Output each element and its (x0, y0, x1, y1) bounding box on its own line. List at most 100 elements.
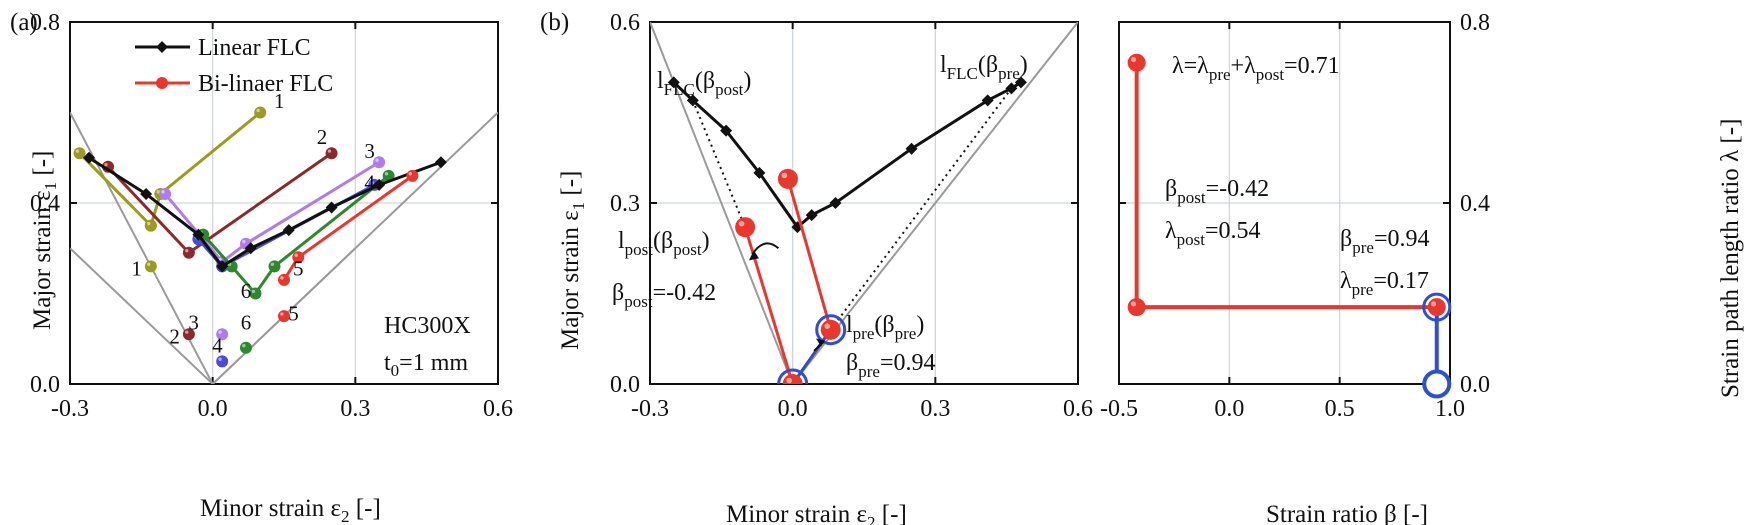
strain-point-b-highlight (786, 377, 792, 384)
point-label: 2 (317, 125, 328, 149)
axes-a-xtick-label: -0.3 (51, 396, 89, 422)
strain-path-0-point (254, 106, 267, 119)
panel-label-b: (b) (540, 9, 569, 36)
strain-path-5-pre-highlight (242, 344, 246, 348)
axes-c-ytick-label: 0.0 (1460, 372, 1490, 398)
series-linear-point (216, 260, 229, 273)
flc-line-b (672, 81, 1022, 230)
strain-path-3-pre-highlight (218, 330, 222, 334)
xlabel-a: Minor strain ε2 [-] (200, 495, 381, 525)
ann-lambda-total: λ=λpre+λpost=0.71 (1172, 53, 1340, 84)
flc-point-b (805, 209, 818, 222)
legend-marker-linear (156, 41, 168, 53)
strain-path-b-upper (786, 178, 833, 331)
strain-path-5-point (249, 287, 262, 300)
series-bilinear-path-point (406, 169, 419, 182)
strain-path-2-point (325, 147, 338, 160)
ann-beta-post: βpost=-0.42 (612, 280, 716, 311)
point-label: 6 (241, 311, 252, 335)
point-label: 3 (364, 139, 375, 163)
post-point (1127, 298, 1146, 317)
ann-lflc-post: lFLC(βpost) (657, 68, 751, 99)
strain-point-b-highlight (781, 172, 788, 179)
series-linear-point (282, 224, 295, 237)
post-point-highlight (1130, 57, 1137, 63)
strain-path-1-point (144, 219, 157, 232)
flc-point-b (753, 166, 766, 179)
series-linear-point (325, 201, 338, 214)
axes-a-ytick-label: 0.0 (30, 372, 60, 398)
axes-b-xtick-label: 0.6 (1063, 396, 1093, 422)
flc-point-b (905, 142, 918, 155)
axes-c-xtick-label: 0.0 (1214, 396, 1244, 422)
ann-lambda-post-c: λpost=0.54 (1165, 218, 1261, 249)
xlabel-b: Minor strain ε2 [-] (726, 501, 907, 525)
legend: Linear FLC Bi-linaer FLC (135, 35, 333, 97)
series-linear-point (434, 156, 447, 169)
point-label: 3 (188, 311, 199, 335)
reference-line-a-0 (70, 111, 498, 384)
strain-point-b (782, 374, 803, 384)
arrow-small-head (816, 338, 826, 347)
axes-c-xtick-label: -0.5 (1100, 396, 1138, 422)
strain-path-0-pre-highlight (147, 262, 151, 266)
strain-path-5-point-highlight (251, 289, 256, 294)
point-label: 5 (288, 302, 299, 326)
series-linear-point (373, 178, 386, 191)
series-bilinear-path-point-highlight (408, 172, 412, 176)
post-point (1427, 298, 1446, 317)
arrow-head (748, 250, 759, 261)
strain-path-3-point-highlight (161, 190, 165, 194)
strain-path-0-point-highlight (156, 190, 160, 194)
strain-point-b-highlight (738, 220, 745, 227)
material-label: HC300X (384, 313, 471, 339)
axes-a-xtick-label: 0.3 (340, 396, 370, 422)
xlabel-c: Strain ratio β [-] (1266, 501, 1428, 525)
strain-point-b (820, 319, 841, 340)
point-label: 6 (241, 279, 252, 303)
flc-point-b (720, 124, 733, 137)
axes-c-xtick-label: 0.5 (1325, 396, 1355, 422)
point-label: 1 (274, 89, 285, 113)
axes-b-ytick-label: 0.6 (610, 10, 640, 36)
axes-a-ytick-label: 0.4 (30, 191, 60, 217)
series-linear-point (244, 242, 257, 255)
flc-point-b (686, 94, 699, 107)
strain-path-1-point-highlight (75, 149, 80, 153)
strain-point-b (735, 217, 756, 238)
strain-path-0-point-highlight (256, 108, 260, 113)
axes-c-xtick-label: 1.0 (1435, 396, 1465, 422)
strain-path-1-point-highlight (147, 221, 151, 226)
series-linear-point (140, 187, 153, 200)
plot-c: -0.5 0.0 0.5 1.00.00.40.8λ=λpre+λpost=0.71β… (1100, 10, 1490, 422)
strain-point-b-highlight (824, 323, 831, 330)
series-linear-point (192, 228, 205, 241)
strain-path-5-pre (239, 341, 252, 354)
ann-beta-pre-c: βpre=0.94 (1340, 226, 1429, 257)
flc-point-b (1014, 76, 1027, 89)
pre-ring (1422, 292, 1452, 322)
strain-path-3-point (373, 156, 386, 169)
plot-a-inner (70, 106, 498, 384)
ann-lflc-pre: lFLC(βpre) (940, 52, 1028, 83)
ann-lpost: lpost(βpost) (618, 228, 710, 259)
point-label: 2 (169, 324, 180, 348)
pre-strain-line (791, 328, 832, 384)
legend-label-linear: Linear FLC (198, 35, 311, 61)
arrow-curve (751, 242, 780, 255)
point-label: 1 (131, 256, 142, 280)
series-bilinear-pre-highlight (280, 312, 284, 316)
point-label: 4 (364, 170, 375, 194)
strain-path-3-point-highlight (375, 158, 379, 162)
ann-lpre: lpre(βpre) (846, 312, 924, 343)
strain-path-2-point-highlight (327, 149, 332, 153)
flc-point-b (1005, 82, 1018, 95)
strain-path-5-point (268, 260, 281, 273)
strain-point-b (777, 168, 798, 189)
series-linear-point (83, 151, 96, 164)
ann-beta-post-c: βpost=-0.42 (1165, 176, 1269, 207)
point-label: 4 (212, 333, 223, 357)
axes-b-ytick-label: 0.3 (610, 191, 640, 217)
series-bilinear-path-point (278, 273, 290, 286)
plot-b: -0.3 0.0 0.3 0.60.00.30.6lFLC(βpost)lFLC(βp… (610, 10, 1093, 422)
